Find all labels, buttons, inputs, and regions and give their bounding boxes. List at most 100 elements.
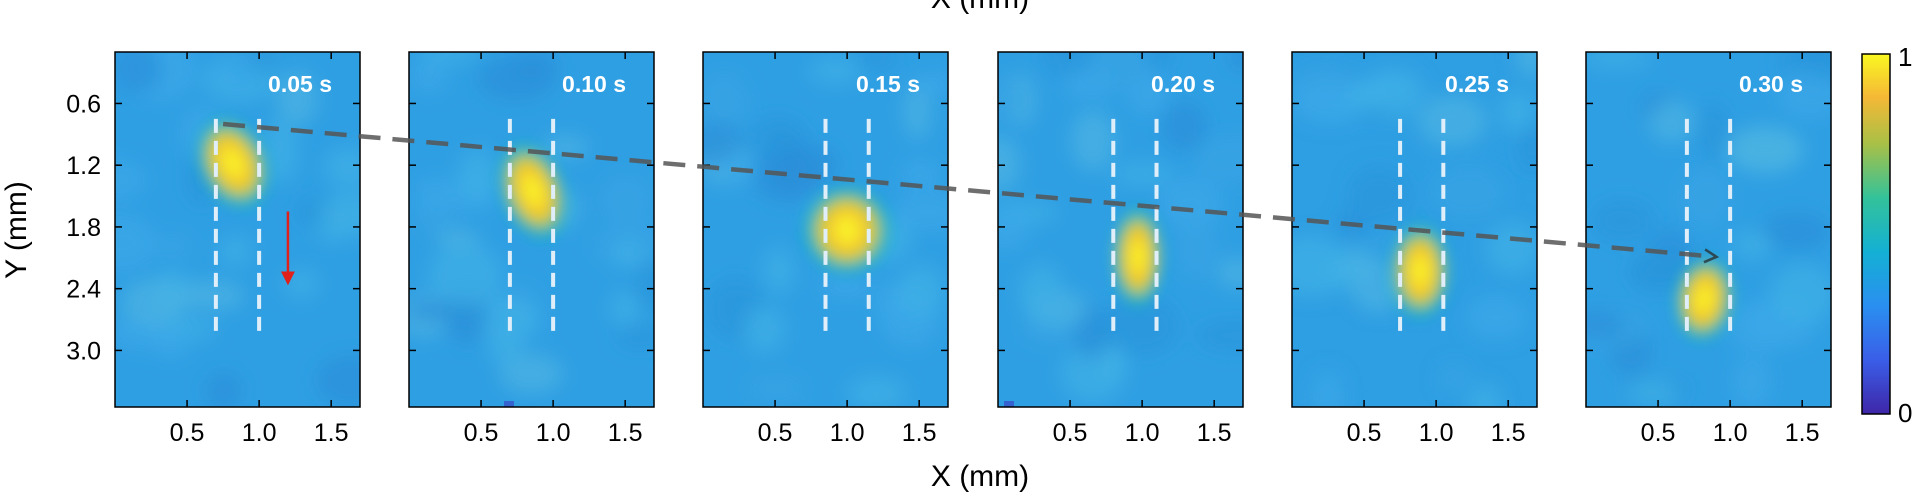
hot-spot [1674, 257, 1734, 340]
background-noise-blob [1431, 166, 1506, 219]
hot-spot-core [522, 174, 544, 208]
background-noise-blob [204, 372, 243, 407]
panel-image [1586, 52, 1831, 407]
background-noise-blob [1723, 128, 1804, 170]
y-tick-label: 1.2 [66, 152, 101, 180]
background-noise-blob [1649, 100, 1695, 143]
background-noise-blob [321, 191, 360, 237]
x-tick-label: 0.5 [464, 419, 499, 447]
panel-frame [114, 51, 361, 408]
background-noise-blob [499, 353, 563, 394]
hot-spot-core [1129, 239, 1146, 275]
heatmap-panel: 0.10 s 0.5 1.0 1.5 [408, 51, 655, 447]
background-noise-blob [115, 214, 156, 272]
background-noise-blob [1311, 369, 1344, 407]
x-tick-label: 1.0 [1419, 419, 1454, 447]
trajectory-arrow [222, 121, 1716, 257]
hot-spot [1391, 224, 1450, 318]
background-noise-blob [846, 376, 907, 407]
background-noise-blob [1498, 90, 1537, 133]
y-tick-label: 1.8 [66, 214, 101, 242]
background-noise-blob [276, 71, 319, 126]
background-noise-blob [900, 158, 942, 190]
background-noise-blob [1464, 294, 1529, 341]
panel-image [998, 52, 1243, 407]
background-noise-blob [1175, 223, 1220, 280]
background-noise-blob [261, 120, 299, 184]
x-tick-label: 1.5 [1785, 419, 1820, 447]
panel-frame [997, 51, 1244, 408]
panels-group: 0.05 s 0.5 1.0 1.5 0.6 1.2 1.8 2.4 3.0 0.10 s 0.5 1… [66, 51, 1832, 447]
colorbar-gradient [1861, 53, 1891, 415]
background-noise-blob [178, 279, 245, 312]
background-noise-blob [903, 82, 932, 140]
colorbar-label-min: 0 [1898, 398, 1912, 428]
background-noise-blob [115, 52, 162, 94]
background-noise-blob [1143, 52, 1173, 69]
panel-image [409, 52, 654, 407]
background-noise-blob [1365, 68, 1424, 117]
x-tick-label: 1.0 [242, 419, 277, 447]
time-label: 0.10 s [562, 71, 626, 97]
panel-image [703, 52, 948, 407]
x-tick-label: 1.0 [830, 419, 865, 447]
background-noise-blob [609, 290, 641, 327]
time-label: 0.30 s [1739, 71, 1803, 97]
heatmap-panel: 0.30 s 0.5 1.0 1.5 [1585, 51, 1832, 447]
background-noise-blob [457, 148, 498, 201]
colorbar-label-max: 1 [1898, 42, 1912, 72]
background-noise-blob [410, 211, 461, 232]
background-noise-blob [998, 135, 1021, 193]
hot-spot [1112, 207, 1164, 306]
panel-frame [702, 51, 949, 408]
x-tick-label: 0.5 [1641, 419, 1676, 447]
background-noise-blob [1627, 379, 1679, 407]
time-label: 0.20 s [1151, 71, 1215, 97]
x-tick-label: 1.5 [314, 419, 349, 447]
background-noise-blob [1591, 199, 1654, 243]
background-noise-blob [998, 77, 1025, 120]
background-noise-blob [1161, 100, 1208, 152]
x-tick-label: 1.0 [536, 419, 571, 447]
hot-spot-core [221, 147, 245, 179]
x-tick-label: 1.5 [902, 419, 937, 447]
y-tick-label: 3.0 [66, 337, 101, 365]
noise-pixel [504, 401, 514, 407]
background-noise-blob [616, 325, 654, 349]
background-noise-blob [510, 52, 560, 79]
background-noise-blob [633, 261, 654, 311]
background-noise-blob [897, 264, 945, 317]
background-noise-blob [1631, 261, 1667, 283]
overlay-group [222, 121, 1716, 257]
background-noise-blob [428, 244, 503, 306]
background-noise-blob [1060, 344, 1125, 403]
background-noise-blob [1344, 246, 1373, 277]
background-noise-blob [1797, 52, 1831, 77]
background-noise-blob [763, 246, 795, 295]
background-noise-blob [1073, 305, 1111, 361]
background-noise-blob [1158, 177, 1223, 232]
background-noise-blob [414, 177, 455, 215]
background-noise-blob [998, 206, 1031, 251]
background-noise-blob [410, 59, 449, 93]
x-tick-label: 1.0 [1125, 419, 1160, 447]
y-tick-label: 0.6 [66, 90, 101, 118]
x-tick-label: 0.5 [758, 419, 793, 447]
x-axis-label: X (mm) [931, 460, 1029, 493]
background-noise [703, 52, 948, 407]
background-noise-blob [1296, 74, 1367, 125]
background-noise-blob [893, 192, 948, 232]
background-noise-blob [1348, 166, 1411, 225]
hot-spot-core [833, 214, 861, 246]
x-tick-label: 1.5 [1491, 419, 1526, 447]
background-noise-blob [599, 174, 653, 226]
y-axis-label: Y (mm) [0, 181, 33, 279]
panel-image [115, 52, 360, 407]
panel-frame [1291, 51, 1538, 408]
background-noise-blob [1217, 257, 1243, 289]
background-noise-blob [1438, 363, 1472, 393]
background-noise-blob [323, 146, 360, 189]
x-tick-label: 0.5 [170, 419, 205, 447]
y-tick-label: 2.4 [66, 276, 101, 304]
